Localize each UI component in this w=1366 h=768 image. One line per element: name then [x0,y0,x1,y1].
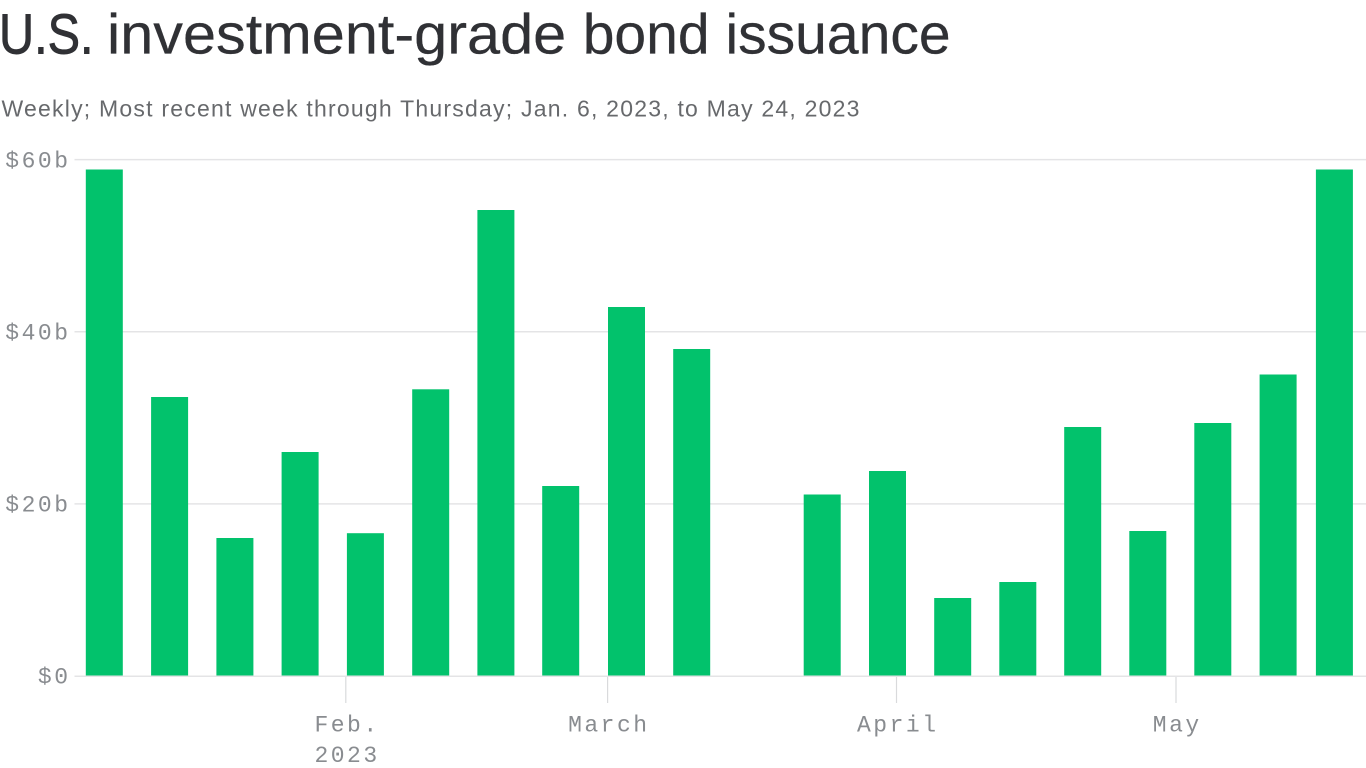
svg-text:March: March [568,713,650,739]
svg-text:$0: $0 [38,665,71,691]
svg-text:$60b: $60b [5,149,70,175]
svg-text:$20b: $20b [5,493,70,519]
svg-text:Feb.: Feb. [314,713,379,739]
svg-text:April: April [857,713,939,739]
svg-text:U.S. investment-grade bond iss: U.S. investment-grade bond issuance [0,3,951,67]
svg-text:Weekly; Most recent week throu: Weekly; Most recent week through Thursda… [2,95,861,121]
svg-text:May: May [1153,713,1202,739]
svg-text:2023: 2023 [314,743,379,768]
svg-text:$40b: $40b [5,321,70,347]
